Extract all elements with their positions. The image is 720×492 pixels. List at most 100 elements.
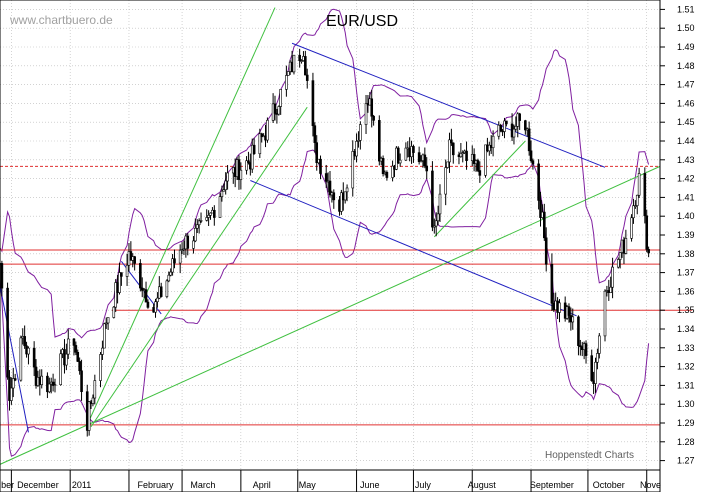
candle-body <box>197 220 201 226</box>
bollinger-upper <box>0 8 650 339</box>
y-tick-label: 1.45 <box>677 117 695 127</box>
candle-body <box>634 205 637 207</box>
candle-body <box>260 133 264 137</box>
candle-body <box>398 159 402 164</box>
month-label: ber <box>1 480 14 490</box>
candle-body <box>173 258 176 264</box>
trend-lines <box>0 7 693 465</box>
candle-body <box>167 274 171 282</box>
candle-body <box>78 361 81 372</box>
candle-body <box>91 397 95 404</box>
source-credit: Hoppenstedt Charts <box>545 450 634 461</box>
candle-body <box>531 160 535 165</box>
candle-body <box>609 286 612 293</box>
y-tick-label: 1.37 <box>677 268 695 278</box>
candle-body <box>417 152 421 163</box>
candle-body <box>465 150 468 161</box>
candle-body <box>579 345 582 347</box>
candle-body <box>514 126 518 130</box>
candle-body <box>186 235 190 249</box>
candle-body <box>76 352 80 362</box>
candle-body <box>488 144 491 152</box>
candle-body <box>195 224 199 229</box>
candle-body <box>23 336 26 347</box>
candle-body <box>404 147 408 161</box>
trend-line <box>0 285 29 433</box>
candle-body <box>385 172 389 178</box>
candle-body <box>53 384 57 387</box>
candle-body <box>311 80 315 127</box>
candle-body <box>505 120 508 125</box>
candle-body <box>433 225 436 228</box>
candle-body <box>10 387 13 401</box>
candle-body <box>59 353 62 386</box>
watermark: www.chartbuero.de <box>9 13 113 27</box>
candle-body <box>444 167 447 195</box>
y-tick-label: 1.51 <box>677 4 695 14</box>
candle-body <box>252 144 256 155</box>
candle-body <box>27 347 30 355</box>
candle-body <box>478 170 482 176</box>
candle-body <box>328 180 332 196</box>
candle-body <box>11 378 15 389</box>
y-tick-label: 1.33 <box>677 343 695 353</box>
candle-body <box>584 343 588 356</box>
candle-body <box>637 173 641 196</box>
month-label: September <box>530 480 574 490</box>
trend-line <box>433 140 526 238</box>
chart-title: EUR/USD <box>326 13 398 30</box>
candle-body <box>239 169 243 180</box>
candle-body <box>112 306 116 318</box>
candle-body <box>472 154 476 164</box>
candle-body <box>340 192 343 212</box>
candle-body <box>590 355 594 381</box>
month-label: March <box>190 480 215 490</box>
candle-body <box>596 353 599 363</box>
trend-line <box>250 180 577 317</box>
y-tick-label: 1.29 <box>677 418 695 428</box>
candle-body <box>345 187 349 193</box>
month-label: February <box>138 480 175 490</box>
month-label: July <box>415 480 432 490</box>
candle-body <box>247 160 250 163</box>
candle-body <box>499 124 502 132</box>
candle-body <box>66 338 70 355</box>
candle-body <box>645 215 649 250</box>
candle-body <box>529 150 533 161</box>
candle-body <box>125 264 129 277</box>
candle-body <box>423 154 427 167</box>
candle-body <box>419 160 423 163</box>
candle-body <box>48 383 51 393</box>
y-tick-label: 1.34 <box>677 324 695 334</box>
candle-body <box>550 263 554 304</box>
candle-body <box>226 172 229 182</box>
candle-body <box>40 375 44 385</box>
candle-body <box>13 378 17 381</box>
candle-body <box>103 323 106 349</box>
month-label: 2011 <box>72 480 91 490</box>
candle-body <box>537 163 540 201</box>
y-tick-label: 1.27 <box>677 456 695 466</box>
y-tick-label: 1.44 <box>677 136 695 146</box>
candle-body <box>359 124 362 141</box>
month-label: April <box>253 480 271 490</box>
candle-body <box>32 347 36 368</box>
y-tick-label: 1.36 <box>677 286 695 296</box>
y-tick-label: 1.28 <box>677 437 695 447</box>
month-label: August <box>468 480 497 490</box>
candle-body <box>372 115 375 121</box>
candle-body <box>527 128 531 152</box>
candle-body <box>292 54 296 73</box>
candle-body <box>144 289 148 303</box>
candle-body <box>192 240 195 249</box>
candle-body <box>74 345 78 353</box>
candle-body <box>448 139 451 163</box>
candle-body <box>370 98 374 117</box>
candle-body <box>133 256 136 264</box>
candle-body <box>438 193 442 215</box>
x-axis: ber December 2011 February March April May June… <box>0 469 661 492</box>
candle-body <box>209 212 212 216</box>
candle-body <box>647 249 650 254</box>
candle-body <box>484 144 487 176</box>
